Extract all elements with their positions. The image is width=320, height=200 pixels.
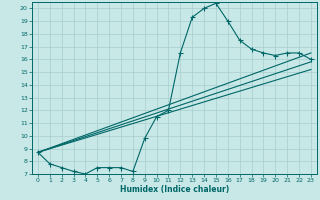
X-axis label: Humidex (Indice chaleur): Humidex (Indice chaleur) bbox=[120, 185, 229, 194]
